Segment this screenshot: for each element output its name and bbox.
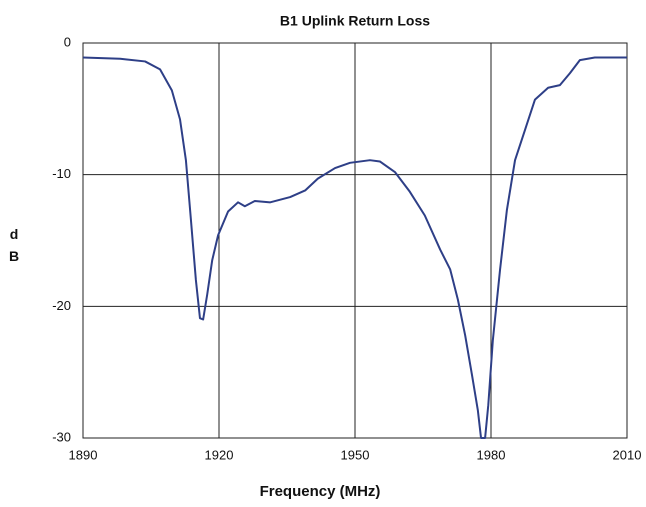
y-tick-label: -10 <box>52 166 71 181</box>
data-line <box>82 56 627 439</box>
y-tick-label: -30 <box>52 429 71 444</box>
y-tick-label: 0 <box>64 34 71 49</box>
x-axis-label: Frequency (MHz) <box>260 483 381 500</box>
y-axis-label: dB <box>6 226 22 270</box>
x-tick-label: 1890 <box>69 447 98 462</box>
x-tick-label: 1920 <box>205 447 234 462</box>
x-tick-label: 1980 <box>477 447 506 462</box>
chart-title: B1 Uplink Return Loss <box>280 13 430 29</box>
x-tick-label: 2010 <box>613 447 642 462</box>
y-tick-label: -20 <box>52 298 71 313</box>
x-tick-label: 1950 <box>341 447 370 462</box>
